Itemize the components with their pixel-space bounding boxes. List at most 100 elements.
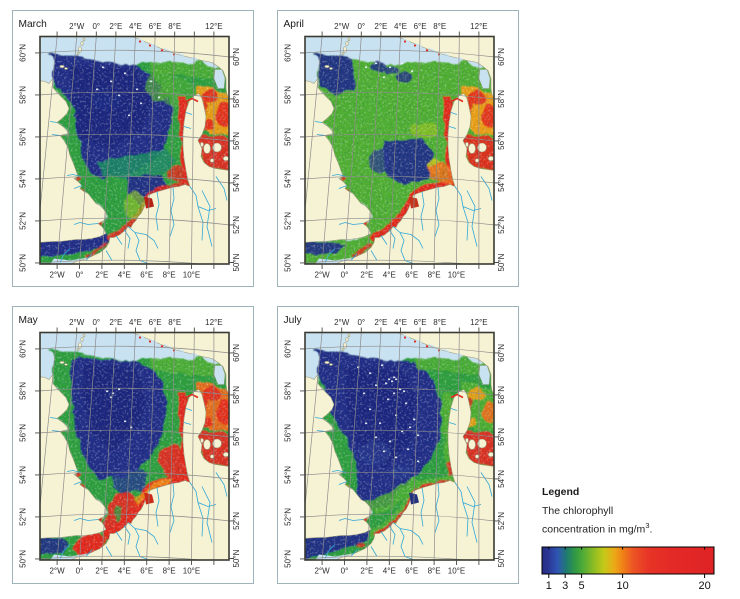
svg-text:2°E: 2°E bbox=[360, 567, 373, 576]
svg-text:52°N: 52°N bbox=[497, 512, 506, 530]
svg-text:2°W: 2°W bbox=[69, 318, 85, 327]
svg-text:July: July bbox=[284, 315, 303, 326]
svg-text:March: March bbox=[19, 19, 47, 30]
svg-text:4°E: 4°E bbox=[129, 318, 142, 327]
svg-text:6°E: 6°E bbox=[414, 318, 427, 327]
svg-text:54°N: 54°N bbox=[19, 466, 28, 484]
svg-text:56°N: 56°N bbox=[284, 128, 293, 146]
svg-text:2°E: 2°E bbox=[95, 271, 108, 280]
svg-text:12°E: 12°E bbox=[470, 22, 487, 31]
svg-text:58°N: 58°N bbox=[284, 382, 293, 400]
svg-text:0°: 0° bbox=[92, 22, 100, 31]
svg-text:58°N: 58°N bbox=[284, 86, 293, 104]
svg-text:4°E: 4°E bbox=[383, 271, 396, 280]
svg-text:0°: 0° bbox=[341, 567, 349, 576]
svg-text:5: 5 bbox=[579, 580, 585, 592]
svg-text:8°E: 8°E bbox=[433, 22, 446, 31]
svg-text:2°W: 2°W bbox=[314, 567, 330, 576]
svg-text:0°: 0° bbox=[341, 271, 349, 280]
svg-text:52°N: 52°N bbox=[232, 216, 241, 234]
svg-text:3: 3 bbox=[562, 580, 568, 592]
svg-text:April: April bbox=[284, 19, 304, 30]
svg-text:2°E: 2°E bbox=[360, 271, 373, 280]
svg-text:52°N: 52°N bbox=[497, 216, 506, 234]
svg-text:10°E: 10°E bbox=[448, 271, 465, 280]
svg-text:2°W: 2°W bbox=[49, 271, 65, 280]
svg-text:60°N: 60°N bbox=[497, 48, 506, 66]
svg-text:10: 10 bbox=[616, 580, 628, 592]
svg-text:52°N: 52°N bbox=[232, 512, 241, 530]
svg-text:50°N: 50°N bbox=[232, 549, 241, 567]
svg-text:60°N: 60°N bbox=[232, 344, 241, 362]
svg-text:60°N: 60°N bbox=[19, 44, 28, 62]
svg-text:52°N: 52°N bbox=[19, 212, 28, 230]
svg-text:0°: 0° bbox=[76, 271, 84, 280]
svg-text:54°N: 54°N bbox=[232, 174, 241, 192]
svg-text:60°N: 60°N bbox=[497, 344, 506, 362]
svg-text:54°N: 54°N bbox=[497, 470, 506, 488]
svg-text:56°N: 56°N bbox=[284, 424, 293, 442]
svg-text:58°N: 58°N bbox=[232, 386, 241, 404]
svg-text:60°N: 60°N bbox=[232, 48, 241, 66]
svg-text:2°W: 2°W bbox=[49, 567, 65, 576]
svg-text:58°N: 58°N bbox=[19, 86, 28, 104]
svg-text:54°N: 54°N bbox=[19, 170, 28, 188]
svg-text:10°E: 10°E bbox=[183, 567, 200, 576]
svg-text:8°E: 8°E bbox=[163, 271, 176, 280]
svg-text:56°N: 56°N bbox=[497, 428, 506, 446]
svg-text:0°: 0° bbox=[357, 22, 365, 31]
svg-text:4°E: 4°E bbox=[129, 22, 142, 31]
svg-text:12°E: 12°E bbox=[205, 22, 222, 31]
svg-text:20: 20 bbox=[698, 580, 710, 592]
svg-text:0°: 0° bbox=[76, 567, 84, 576]
svg-text:4°E: 4°E bbox=[394, 318, 407, 327]
svg-text:52°N: 52°N bbox=[284, 508, 293, 526]
svg-text:12°E: 12°E bbox=[470, 318, 487, 327]
svg-text:6°E: 6°E bbox=[149, 318, 162, 327]
svg-text:2°W: 2°W bbox=[334, 318, 350, 327]
svg-text:4°E: 4°E bbox=[394, 22, 407, 31]
svg-text:2°E: 2°E bbox=[109, 22, 122, 31]
svg-text:52°N: 52°N bbox=[284, 212, 293, 230]
svg-text:8°E: 8°E bbox=[433, 318, 446, 327]
svg-text:56°N: 56°N bbox=[232, 132, 241, 150]
svg-text:8°E: 8°E bbox=[168, 22, 181, 31]
svg-text:56°N: 56°N bbox=[19, 424, 28, 442]
svg-text:50°N: 50°N bbox=[19, 254, 28, 272]
svg-text:4°E: 4°E bbox=[118, 271, 131, 280]
svg-text:52°N: 52°N bbox=[19, 508, 28, 526]
svg-text:8°E: 8°E bbox=[428, 567, 441, 576]
svg-text:6°E: 6°E bbox=[140, 567, 153, 576]
svg-text:56°N: 56°N bbox=[232, 428, 241, 446]
svg-text:6°E: 6°E bbox=[140, 271, 153, 280]
svg-text:50°N: 50°N bbox=[497, 253, 506, 271]
svg-text:4°E: 4°E bbox=[118, 567, 131, 576]
svg-text:8°E: 8°E bbox=[168, 318, 181, 327]
svg-text:54°N: 54°N bbox=[284, 466, 293, 484]
svg-text:50°N: 50°N bbox=[284, 254, 293, 272]
svg-text:2°W: 2°W bbox=[334, 22, 350, 31]
svg-text:May: May bbox=[19, 315, 39, 326]
svg-text:2°E: 2°E bbox=[374, 318, 387, 327]
svg-text:54°N: 54°N bbox=[284, 170, 293, 188]
svg-text:10°E: 10°E bbox=[183, 271, 200, 280]
svg-text:60°N: 60°N bbox=[19, 340, 28, 358]
svg-text:6°E: 6°E bbox=[414, 22, 427, 31]
svg-text:58°N: 58°N bbox=[497, 386, 506, 404]
svg-text:58°N: 58°N bbox=[19, 382, 28, 400]
svg-text:50°N: 50°N bbox=[284, 550, 293, 568]
svg-text:6°E: 6°E bbox=[405, 271, 418, 280]
svg-text:12°E: 12°E bbox=[205, 318, 222, 327]
svg-text:6°E: 6°E bbox=[149, 22, 162, 31]
svg-text:6°E: 6°E bbox=[405, 567, 418, 576]
svg-text:8°E: 8°E bbox=[428, 271, 441, 280]
svg-text:50°N: 50°N bbox=[497, 549, 506, 567]
svg-text:56°N: 56°N bbox=[19, 128, 28, 146]
svg-text:2°E: 2°E bbox=[374, 22, 387, 31]
svg-text:54°N: 54°N bbox=[497, 174, 506, 192]
svg-text:2°W: 2°W bbox=[314, 271, 330, 280]
svg-text:58°N: 58°N bbox=[497, 90, 506, 108]
svg-text:4°E: 4°E bbox=[383, 567, 396, 576]
svg-text:60°N: 60°N bbox=[284, 44, 293, 62]
svg-text:54°N: 54°N bbox=[232, 470, 241, 488]
